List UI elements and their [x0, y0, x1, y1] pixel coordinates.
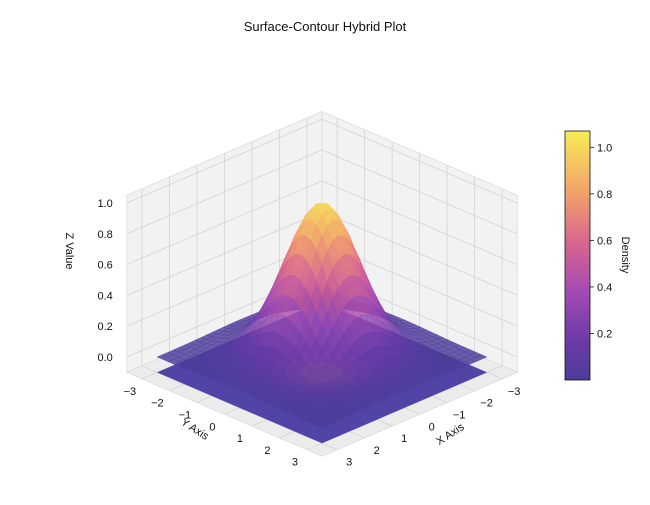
grid-line: [321, 149, 518, 235]
colorbar-tick-label: 0.8: [597, 189, 612, 201]
x-tick-label: 1: [401, 433, 407, 445]
colorbar-label: Density: [619, 237, 631, 274]
x-tick-label: −2: [480, 398, 493, 410]
colorbar: 0.2 0.4 0.6 0.8 1.0 Density: [564, 130, 631, 381]
grid-line: [321, 118, 518, 204]
grid-line: [126, 211, 323, 296]
x-tick-label: 2: [374, 445, 380, 457]
grid-line: [321, 180, 518, 265]
y-tick-label: 0: [209, 421, 215, 433]
surface-patch: [316, 422, 328, 428]
colorbar-ticks: 0.2 0.4 0.6 0.8 1.0: [590, 142, 612, 340]
grid-line: [126, 118, 323, 204]
y-tick-label: 2: [264, 445, 270, 457]
z-tick-label: 0.8: [97, 229, 112, 241]
z-tick-label: 0.6: [97, 260, 112, 272]
colorbar-tick-label: 0.2: [597, 328, 612, 340]
x-tick-label: 0: [429, 421, 435, 433]
grid-line: [126, 180, 323, 265]
colorbar-tick-label: 1.0: [597, 142, 612, 154]
axis-ticks: −3 −2 −1 0 1 2 3 −3 −2 −1 0 1 2 3 0.0 0.2 0.4 0.6 0.8 1.0: [97, 198, 520, 469]
grid-line: [126, 149, 323, 235]
x-tick-label: −1: [453, 409, 466, 421]
y-tick-label: −1: [179, 409, 192, 421]
chart-title: Surface-Contour Hybrid Plot: [243, 19, 407, 34]
y-tick-label: 1: [237, 433, 243, 445]
z-tick-label: 0.2: [97, 321, 112, 333]
z-axis-label: Z Value: [63, 232, 75, 269]
z-tick-label: 1.0: [97, 198, 112, 210]
z-tick-label: 0.4: [97, 290, 112, 302]
x-tick-label: −3: [508, 386, 521, 398]
colorbar-gradient: [564, 130, 591, 381]
z-tick-label: 0.0: [97, 352, 112, 364]
y-tick-label: −2: [151, 398, 164, 410]
x-tick-label: 3: [346, 457, 352, 469]
grid-line: [321, 211, 518, 296]
y-tick-label: −3: [124, 386, 137, 398]
x-axis-label: X Axis: [434, 421, 467, 448]
colorbar-tick-label: 0.4: [597, 282, 612, 294]
y-tick-label: 3: [292, 457, 298, 469]
y-axis-label: Y Axis: [179, 416, 211, 443]
colorbar-tick-label: 0.6: [597, 235, 612, 247]
surface: [156, 202, 488, 428]
